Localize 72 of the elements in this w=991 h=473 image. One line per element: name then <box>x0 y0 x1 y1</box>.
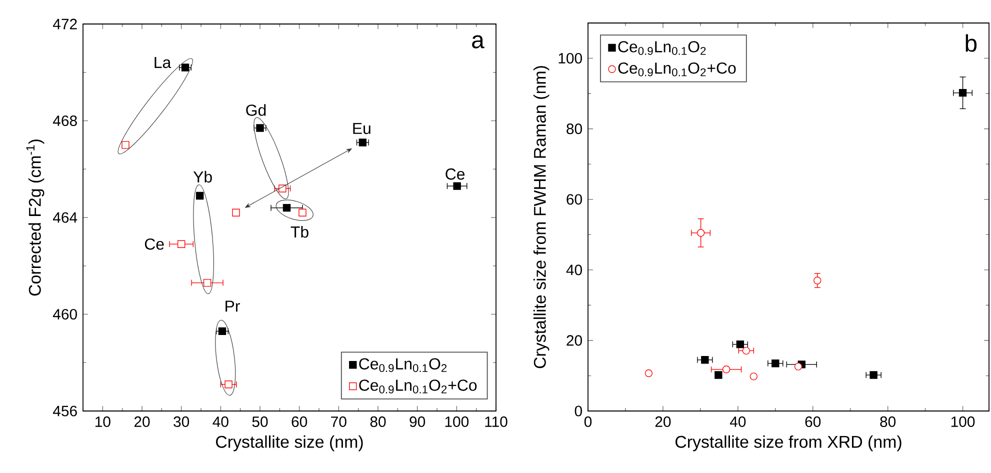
annotation: b <box>966 34 977 52</box>
y-tick-label: 468 <box>52 115 77 126</box>
y-tick-label: 464 <box>52 212 78 223</box>
point <box>282 204 291 212</box>
x-tick-label: 10 <box>96 416 110 428</box>
x-tick-label: 40 <box>212 416 228 428</box>
point <box>644 369 653 378</box>
x-tick-label: 100 <box>445 416 469 428</box>
point <box>701 356 709 364</box>
x-tick-label: 60 <box>292 416 308 428</box>
point <box>870 371 878 379</box>
x-tick-label: 50 <box>252 416 268 428</box>
annotation: Pr <box>226 300 240 312</box>
y-tick-label: 472 <box>52 18 77 30</box>
point <box>218 327 226 336</box>
x-tick-label: 80 <box>370 416 386 428</box>
annotation: Ce <box>446 168 465 180</box>
annotation: Yb <box>193 170 212 183</box>
x-axis-title: Crystallite size from XRD (nm) <box>676 435 902 452</box>
y-tick-label: 100 <box>558 52 582 64</box>
point <box>298 208 306 217</box>
point <box>722 366 730 374</box>
point <box>181 64 190 72</box>
point <box>196 192 204 200</box>
point <box>742 346 750 355</box>
x-tick-label: 110 <box>485 416 508 428</box>
legend-label: Ce$_{0.9}$Ln$_{0.1}$O$_{2}$ <box>359 358 447 372</box>
x-tick-label: 20 <box>655 416 671 428</box>
x-tick-label: 70 <box>331 416 346 428</box>
x-tick-label: 60 <box>805 416 821 428</box>
y-tick-label: 460 <box>52 308 77 320</box>
y-tick-label: 40 <box>566 264 582 276</box>
point <box>453 182 461 190</box>
x-axis-title: Crystallite size (nm) <box>216 435 363 452</box>
annotation: Gd <box>246 104 266 116</box>
point <box>177 240 186 248</box>
annotation: Ce <box>144 238 164 250</box>
legend-label: Ce$_{0.9}$Ln$_{0.1}$O$_{2}$+Co <box>359 380 477 394</box>
point <box>814 276 822 284</box>
point <box>122 141 130 149</box>
legend-label: Ce$_{0.9}$Ln$_{0.1}$O$_{2}$+Co <box>618 62 736 76</box>
y-tick-label: 0 <box>574 406 582 416</box>
annotation: a <box>472 35 484 48</box>
legend-label: Ce$_{0.9}$Ln$_{0.1}$O$_{2}$ <box>618 41 706 55</box>
point <box>232 208 240 217</box>
point <box>224 380 232 388</box>
y-axis-title: Crystallite size from FWHM Raman (nm) <box>533 66 550 368</box>
x-tick-label: 0 <box>584 416 592 428</box>
x-tick-label: 30 <box>174 416 190 428</box>
point <box>203 278 212 287</box>
point <box>772 360 780 368</box>
point <box>736 340 744 348</box>
point <box>794 362 802 370</box>
annotation: Eu <box>353 122 370 134</box>
point <box>958 88 967 97</box>
annotation: La <box>154 56 172 68</box>
x-tick-label: 80 <box>880 416 896 428</box>
x-tick-label: 20 <box>134 416 150 428</box>
y-tick-label: 60 <box>566 194 582 205</box>
y-tick-label: 80 <box>566 124 582 134</box>
point <box>750 372 758 380</box>
point <box>696 229 705 237</box>
annotation: Tb <box>290 226 308 238</box>
x-tick-label: 40 <box>730 416 746 428</box>
y-tick-label: 456 <box>52 406 77 416</box>
y-tick-label: 20 <box>566 335 582 346</box>
point <box>256 124 264 132</box>
x-tick-label: 100 <box>951 416 975 428</box>
point <box>358 138 367 146</box>
x-tick-label: 90 <box>410 416 426 428</box>
y-axis-title: Corrected F2g (cm$^{-1}$) <box>26 140 44 296</box>
point <box>714 371 722 379</box>
